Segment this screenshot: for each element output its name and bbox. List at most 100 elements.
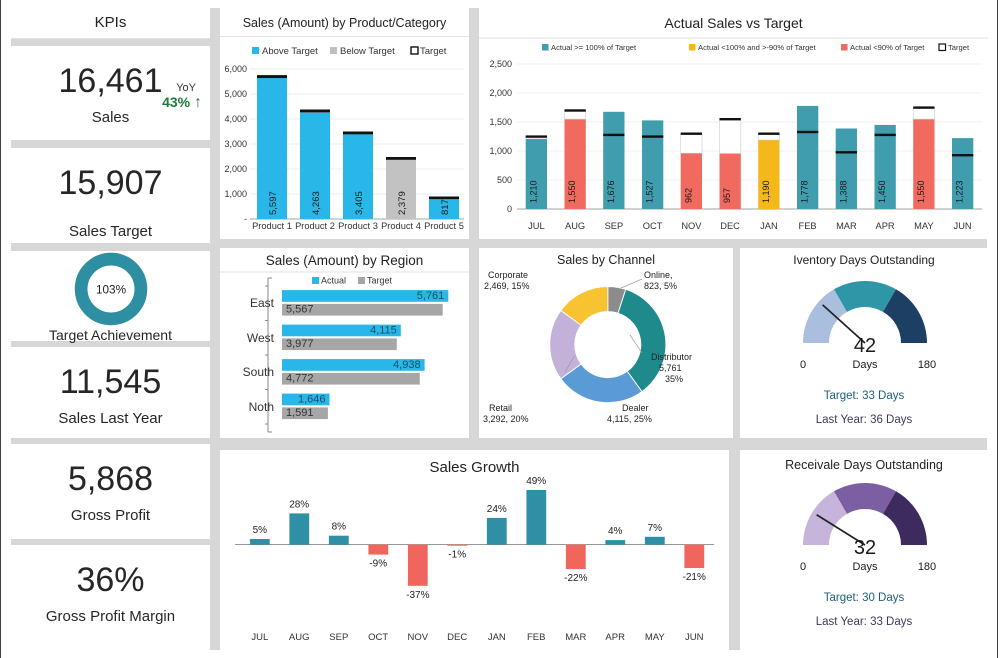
svg-text:JUL: JUL (251, 632, 268, 643)
svg-text:24%: 24% (487, 504, 507, 515)
svg-text:28%: 28% (289, 499, 309, 510)
svg-text:0: 0 (800, 359, 806, 371)
svg-text:4,115, 25%: 4,115, 25% (607, 414, 652, 424)
svg-text:2,000: 2,000 (224, 164, 247, 174)
svg-text:0: 0 (507, 204, 512, 214)
svg-text:JUN: JUN (954, 221, 972, 231)
svg-text:6,000: 6,000 (224, 64, 247, 74)
svg-text:Corporate: Corporate (488, 270, 528, 280)
svg-text:Dealer: Dealer (622, 403, 649, 413)
svg-text:-9%: -9% (369, 559, 387, 570)
svg-text:SEP: SEP (329, 632, 348, 643)
svg-text:Target: 30 Days: Target: 30 Days (824, 592, 905, 604)
svg-text:DEC: DEC (720, 221, 740, 231)
svg-text:SEP: SEP (605, 221, 624, 231)
svg-text:1,778: 1,778 (800, 180, 810, 203)
svg-text:5,000: 5,000 (224, 89, 247, 99)
svg-text:Sales Growth: Sales Growth (429, 459, 519, 476)
svg-text:-21%: -21% (683, 572, 706, 583)
svg-text:3,405: 3,405 (354, 191, 365, 215)
svg-text:MAY: MAY (645, 632, 666, 643)
svg-text:Target: Target (367, 276, 393, 286)
svg-text:Online,: Online, (644, 270, 673, 280)
svg-text:2,500: 2,500 (489, 59, 512, 69)
svg-text:2,379: 2,379 (397, 191, 408, 215)
svg-text:823, 5%: 823, 5% (644, 281, 677, 291)
svg-text:4,000: 4,000 (224, 114, 247, 124)
svg-text:West: West (247, 331, 275, 345)
svg-text:Iventory Days Outstanding: Iventory Days Outstanding (793, 253, 934, 267)
svg-text:Distributor: Distributor (651, 352, 692, 362)
svg-text:Target: 33 Days: Target: 33 Days (824, 390, 905, 402)
svg-text:DEC: DEC (447, 632, 467, 643)
svg-text:Actual: Actual (321, 276, 346, 286)
svg-text:South: South (243, 365, 274, 379)
svg-text:500: 500 (497, 175, 512, 185)
svg-text:JUL: JUL (528, 221, 545, 231)
svg-text:1,646: 1,646 (298, 393, 326, 405)
svg-text:1,591: 1,591 (286, 407, 314, 419)
svg-text:49%: 49% (526, 476, 546, 487)
svg-text:FEB: FEB (799, 221, 817, 231)
svg-text:8%: 8% (332, 522, 347, 533)
svg-text:180: 180 (918, 561, 936, 573)
svg-text:957: 957 (722, 188, 732, 203)
svg-text:Last Year: 36 Days: Last Year: 36 Days (816, 414, 913, 426)
svg-text:103%: 103% (95, 284, 126, 297)
svg-text:5,567: 5,567 (286, 304, 314, 316)
svg-text:JUN: JUN (685, 632, 704, 643)
svg-text:1,210: 1,210 (528, 180, 538, 203)
svg-text:Target: Target (948, 43, 970, 52)
svg-text:JAN: JAN (488, 632, 506, 643)
svg-text:Actual Sales vs Target: Actual Sales vs Target (664, 15, 802, 31)
svg-text:Product 4: Product 4 (381, 221, 421, 231)
svg-text:Receivale Days Outstanding: Receivale Days Outstanding (785, 458, 943, 472)
svg-text:APR: APR (605, 632, 625, 643)
svg-text:1,550: 1,550 (567, 180, 577, 203)
svg-text:Actual <100% and >-90% of Targ: Actual <100% and >-90% of Target (698, 43, 817, 52)
svg-text:Days: Days (852, 359, 878, 371)
svg-text:3,977: 3,977 (286, 338, 314, 350)
svg-text:32: 32 (854, 537, 876, 559)
svg-text:FEB: FEB (527, 632, 545, 643)
svg-text:NOV: NOV (408, 632, 429, 643)
svg-text:5,761: 5,761 (417, 290, 445, 302)
svg-text:817: 817 (440, 199, 451, 215)
svg-text:East: East (250, 296, 275, 310)
svg-text:Last Year: 33 Days: Last Year: 33 Days (816, 616, 913, 628)
svg-text:MAR: MAR (565, 632, 586, 643)
svg-text:4,938: 4,938 (393, 359, 421, 371)
svg-text:Above Target: Above Target (262, 46, 318, 57)
svg-text:Retail: Retail (489, 403, 512, 413)
svg-text:MAY: MAY (914, 221, 933, 231)
svg-text:1,527: 1,527 (645, 180, 655, 203)
svg-text:3,292, 20%: 3,292, 20% (483, 414, 529, 424)
svg-text:1,450: 1,450 (877, 180, 887, 203)
svg-text:5,597: 5,597 (268, 191, 279, 215)
svg-text:5%: 5% (253, 525, 268, 536)
svg-text:Sales by Channel: Sales by Channel (557, 253, 655, 267)
svg-text:-: - (244, 214, 247, 224)
svg-text:-22%: -22% (564, 573, 587, 584)
svg-text:1,550: 1,550 (916, 180, 926, 203)
svg-text:962: 962 (683, 188, 693, 203)
svg-text:AUG: AUG (289, 632, 310, 643)
svg-text:3,000: 3,000 (224, 139, 247, 149)
svg-text:OCT: OCT (643, 221, 663, 231)
svg-text:AUG: AUG (565, 221, 585, 231)
svg-text:-37%: -37% (406, 590, 429, 601)
svg-text:1,000: 1,000 (489, 146, 512, 156)
svg-text:5,761: 5,761 (659, 363, 682, 373)
svg-text:-1%: -1% (448, 550, 466, 561)
svg-text:OCT: OCT (368, 632, 388, 643)
svg-text:1,676: 1,676 (606, 180, 616, 203)
svg-text:1,223: 1,223 (955, 180, 965, 203)
svg-text:2,469, 15%: 2,469, 15% (484, 281, 530, 291)
svg-text:35%: 35% (665, 374, 683, 384)
svg-text:7%: 7% (648, 523, 663, 534)
svg-text:1,000: 1,000 (224, 189, 247, 199)
svg-text:MAR: MAR (836, 221, 857, 231)
svg-text:180: 180 (918, 359, 936, 371)
svg-text:4,772: 4,772 (286, 373, 314, 385)
svg-text:Sales (Amount) by Region: Sales (Amount) by Region (266, 253, 424, 268)
